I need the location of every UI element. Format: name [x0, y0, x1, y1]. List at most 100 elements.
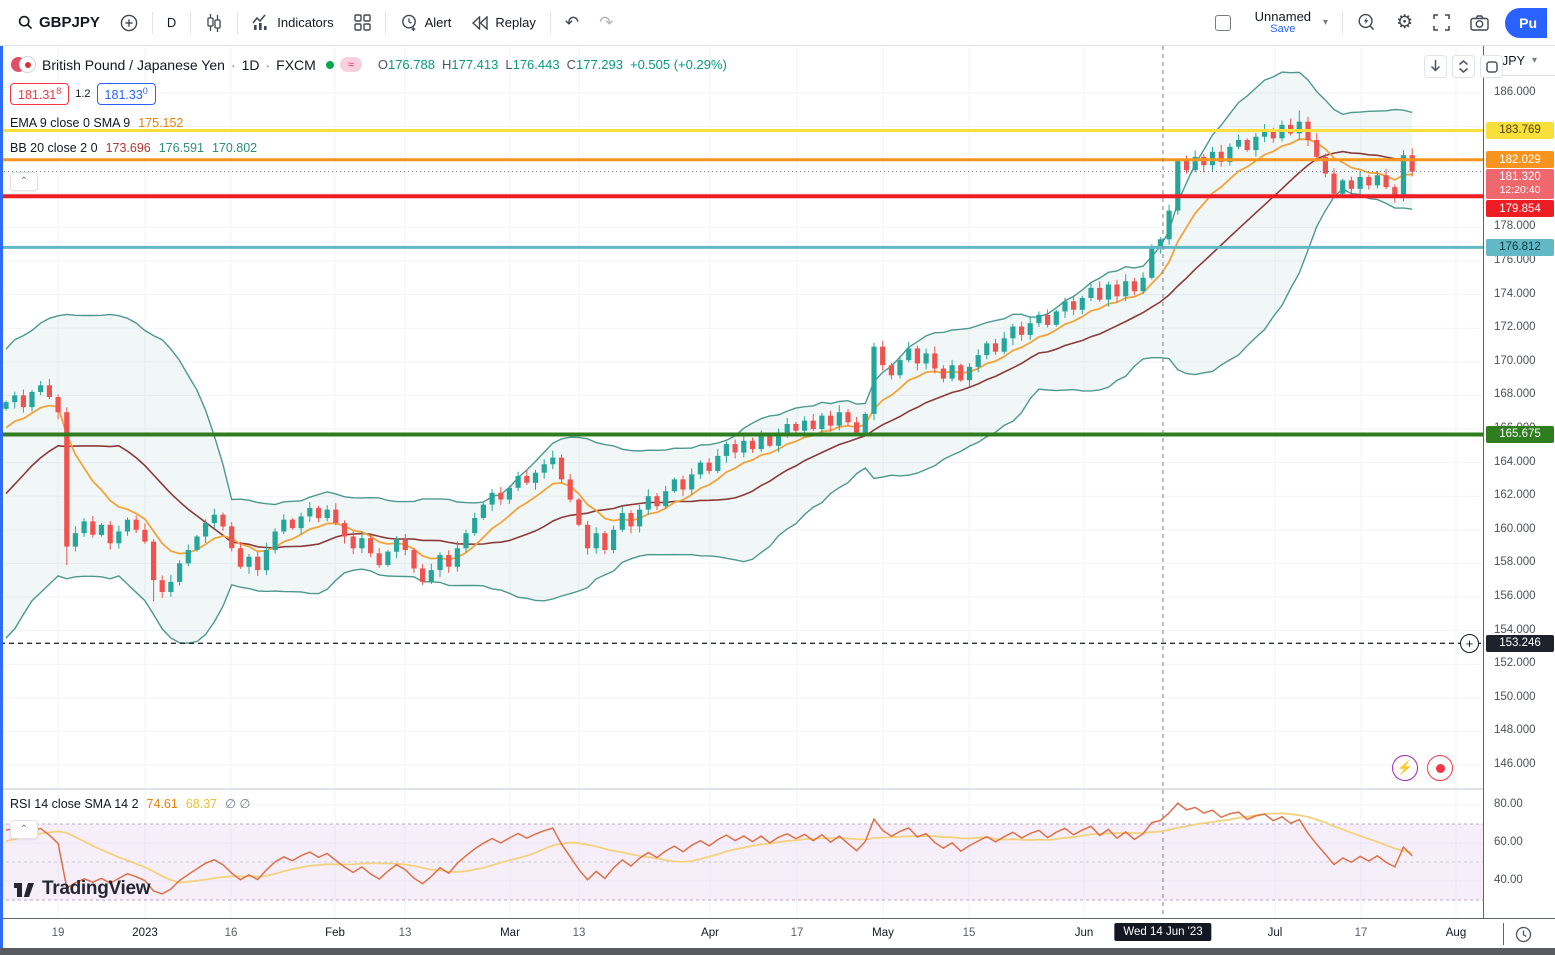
toolbar-separator [384, 11, 386, 34]
ohlc-value: 177.293 [575, 57, 623, 72]
time-tick: 2023 [132, 927, 158, 939]
price-tick: 174.000 [1494, 287, 1536, 300]
quick-search-button[interactable] [1347, 6, 1386, 40]
alert-button[interactable]: Alert [390, 6, 462, 40]
tradingview-watermark: TradingView [14, 878, 151, 900]
indicators-label: Indicators [277, 15, 334, 30]
rsi-indicator-row[interactable]: RSI 14 close SMA 14 2 74.61 68.37 ∅ ∅ [10, 796, 251, 812]
level-price-label[interactable]: 165.675 [1486, 425, 1554, 443]
level-price-label[interactable]: 182.029 [1486, 151, 1554, 169]
plus-circle-icon [120, 14, 138, 32]
toolbar-separator [237, 11, 239, 34]
time-tick: 13 [398, 927, 412, 939]
currency-selector[interactable]: JPY ▾ [1484, 46, 1555, 76]
dot-separator: · [265, 56, 271, 73]
time-tick: 15 [962, 927, 976, 939]
rsi-pane-collapse-button[interactable]: ⌃ [10, 820, 38, 839]
grid-layout-icon [353, 14, 371, 31]
fullscreen-button[interactable] [1423, 6, 1460, 40]
layout-name-button[interactable]: Unnamed Save ▾ [1241, 6, 1338, 40]
save-link[interactable]: Save [1270, 22, 1296, 35]
time-tick: 17 [790, 927, 804, 939]
layout-name: Unnamed [1254, 8, 1312, 24]
time-tick: Mar [500, 927, 520, 939]
current-price-label[interactable]: 181.320 12:20:40 [1486, 169, 1554, 200]
toolbar-separator [151, 11, 153, 34]
quick-search-icon [1357, 13, 1376, 32]
delayed-data-chip[interactable]: ≈ [339, 57, 362, 72]
time-tick: 16 [224, 927, 238, 939]
rsi-tick: 80.00 [1494, 798, 1523, 810]
gear-icon: ⚙ [1396, 12, 1414, 33]
layout-name-block: Unnamed Save [1251, 10, 1315, 36]
select-layout-button[interactable] [1205, 6, 1241, 40]
level-price-label[interactable]: 153.246 [1486, 634, 1554, 652]
compare-add-symbol-button[interactable] [110, 6, 148, 40]
alert-clock-icon [400, 13, 419, 32]
change-value: +0.505 (+0.29%) [629, 57, 727, 72]
time-tick: 17 [1354, 927, 1368, 939]
camera-icon [1470, 14, 1489, 31]
snapshot-button[interactable] [1460, 6, 1499, 40]
toolbar-separator [1342, 11, 1344, 34]
price-axis[interactable]: JPY ▾ 146.000 148.000 150.000 152.000 154.00… [1460, 46, 1555, 918]
time-axis[interactable]: 19 2023 16 Feb 13 Mar 13 Apr 17 May 15 Jun Jul 17 Aug W… [0, 918, 1555, 948]
main-pane-collapse-button[interactable]: ⌃ [10, 172, 38, 191]
maximize-pane-button[interactable] [1480, 55, 1503, 78]
ask-box[interactable]: 181.330 [96, 83, 156, 106]
legend-interval[interactable]: 1D [241, 56, 260, 73]
layout-square-icon [1214, 14, 1231, 31]
price-tick: 158.000 [1494, 556, 1536, 569]
maximize-icon [1485, 60, 1498, 73]
level-price-label[interactable]: 179.854 [1486, 200, 1554, 218]
tradingview-logo-icon [14, 879, 36, 899]
search-icon [18, 15, 33, 30]
instant-order-lightning-button[interactable]: ⚡ [1392, 755, 1418, 781]
ema-indicator-row[interactable]: EMA 9 close 0 SMA 9 175.152 [10, 116, 727, 130]
time-tick: Apr [701, 927, 719, 939]
symbol-pair-logo-icon [10, 56, 36, 73]
timezone-clock-button[interactable] [1503, 923, 1543, 945]
price-tick: 162.000 [1494, 489, 1536, 502]
chevron-down-icon: ▾ [1531, 55, 1537, 66]
rsi-null-values: ∅ ∅ [225, 797, 251, 811]
window-left-edge [0, 46, 3, 948]
symbol-title[interactable]: British Pound / Japanese Yen [42, 56, 225, 73]
toolbar-separator [190, 11, 192, 34]
undo-button[interactable]: ↶ [555, 6, 589, 40]
top-toolbar: GBPJPY D Indicators [0, 0, 1555, 46]
collapse-pane-button[interactable] [1452, 55, 1475, 78]
chart-style-button[interactable] [195, 6, 233, 40]
ema-label: EMA 9 close 0 SMA 9 [10, 116, 131, 131]
currency-label: JPY [1502, 53, 1525, 68]
replay-button[interactable]: Replay [461, 6, 545, 40]
bid-box[interactable]: 181.318 [10, 83, 70, 106]
record-button[interactable] [1427, 755, 1453, 781]
publish-button[interactable]: Pu [1505, 7, 1547, 38]
scroll-to-recent-button[interactable] [1424, 55, 1447, 78]
arrow-down-icon [1430, 60, 1441, 72]
ohlc-values: O176.788 H177.413 L176.443 C177.293 +0.505 (… [378, 57, 727, 72]
price-tick: 178.000 [1494, 220, 1536, 233]
bb-indicator-row[interactable]: BB 20 close 2 0 173.696 176.591 170.802 [10, 141, 727, 155]
price-tick: 154.000 [1494, 623, 1536, 636]
replay-label: Replay [495, 15, 536, 30]
indicators-button[interactable]: Indicators [242, 6, 343, 40]
symbol-search-button[interactable]: GBPJPY [8, 6, 110, 40]
legend-exchange[interactable]: FXCM [276, 56, 316, 73]
interval-button[interactable]: D [157, 6, 186, 40]
level-price-label[interactable]: 176.812 [1486, 238, 1554, 256]
layout-templates-button[interactable] [344, 6, 381, 40]
add-alert-plus-button[interactable]: + [1460, 633, 1479, 653]
level-price-label[interactable]: 183.769 [1486, 121, 1554, 139]
watermark-text: TradingView [42, 878, 151, 899]
toolbar-right: Unnamed Save ▾ ⚙ P [1205, 0, 1547, 45]
collapse-chevrons-icon [1459, 60, 1468, 73]
market-status-dot-icon[interactable] [325, 60, 334, 69]
time-tick: May [872, 927, 894, 939]
redo-button[interactable]: ↷ [589, 6, 623, 40]
settings-button[interactable]: ⚙ [1386, 6, 1423, 40]
price-tick: 186.000 [1494, 86, 1536, 98]
